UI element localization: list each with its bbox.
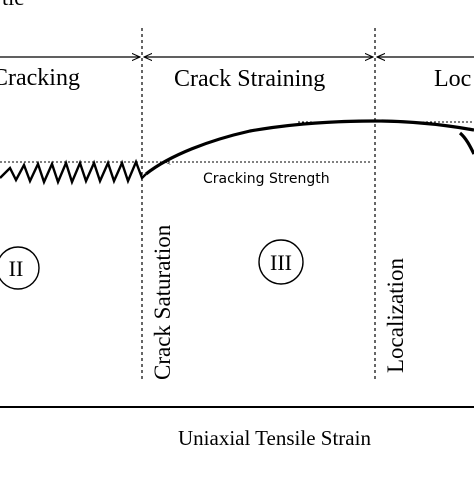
- zone-label-localization: Loc: [434, 66, 471, 92]
- x-axis-label: Uniaxial Tensile Strain: [178, 426, 371, 450]
- stage-iii-circle: [258, 239, 304, 285]
- stage-ii-label: II: [9, 256, 24, 281]
- stage-iii-label: III: [270, 250, 292, 275]
- top-label-fragment: tic: [2, 0, 24, 10]
- stage-ii-circle: [0, 246, 40, 290]
- softening-curve: [458, 131, 474, 155]
- cracking-strength-label: Cracking Strength: [203, 171, 330, 187]
- zone-label-crack-straining: Crack Straining: [174, 66, 325, 92]
- strain-hardening-curve: [145, 119, 474, 176]
- crack-saturation-label: Crack Saturation: [150, 224, 175, 380]
- localization-label: Localization: [383, 258, 408, 373]
- zone-label-cracking: Cracking: [0, 65, 80, 91]
- multiple-cracking-curve: [0, 158, 147, 186]
